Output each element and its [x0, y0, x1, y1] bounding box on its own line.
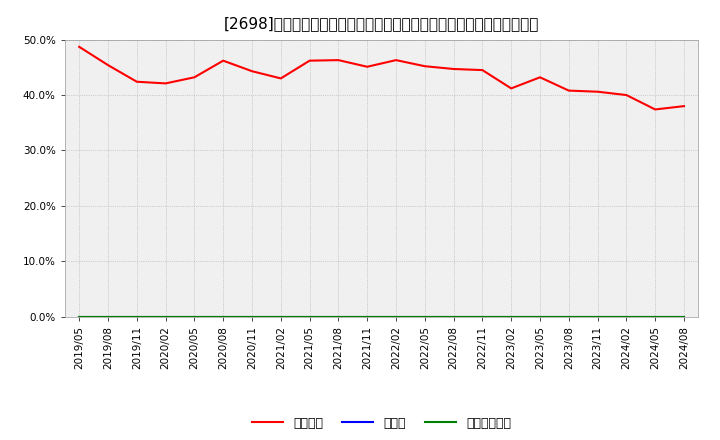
自己資本	[392, 58, 400, 63]
のれん	[104, 314, 112, 319]
繰延税金資産	[276, 314, 285, 319]
繰延税金資産	[161, 314, 170, 319]
のれん	[680, 314, 688, 319]
繰延税金資産	[536, 314, 544, 319]
自己資本	[593, 89, 602, 94]
自己資本	[104, 62, 112, 68]
Legend: 自己資本, のれん, 繰延税金資産: 自己資本, のれん, 繰延税金資産	[247, 412, 516, 435]
のれん	[564, 314, 573, 319]
自己資本	[75, 44, 84, 49]
のれん	[190, 314, 199, 319]
自己資本	[190, 75, 199, 80]
自己資本	[363, 64, 372, 70]
自己資本	[680, 103, 688, 109]
自己資本	[507, 86, 516, 91]
自己資本	[219, 58, 228, 63]
繰延税金資産	[622, 314, 631, 319]
のれん	[478, 314, 487, 319]
のれん	[392, 314, 400, 319]
自己資本	[478, 67, 487, 73]
のれん	[449, 314, 458, 319]
繰延税金資産	[680, 314, 688, 319]
自己資本	[622, 92, 631, 98]
繰延税金資産	[305, 314, 314, 319]
繰延税金資産	[219, 314, 228, 319]
自己資本	[132, 79, 141, 84]
のれん	[219, 314, 228, 319]
繰延税金資産	[651, 314, 660, 319]
繰延税金資産	[248, 314, 256, 319]
のれん	[161, 314, 170, 319]
繰延税金資産	[564, 314, 573, 319]
自己資本	[161, 81, 170, 86]
のれん	[593, 314, 602, 319]
のれん	[363, 314, 372, 319]
繰延税金資産	[593, 314, 602, 319]
繰延税金資産	[363, 314, 372, 319]
繰延税金資産	[190, 314, 199, 319]
自己資本	[536, 75, 544, 80]
自己資本	[305, 58, 314, 63]
のれん	[651, 314, 660, 319]
繰延税金資産	[507, 314, 516, 319]
のれん	[622, 314, 631, 319]
Line: 自己資本: 自己資本	[79, 47, 684, 110]
のれん	[75, 314, 84, 319]
のれん	[507, 314, 516, 319]
のれん	[420, 314, 429, 319]
自己資本	[449, 66, 458, 72]
繰延税金資産	[75, 314, 84, 319]
繰延税金資産	[478, 314, 487, 319]
のれん	[305, 314, 314, 319]
繰延税金資産	[104, 314, 112, 319]
繰延税金資産	[420, 314, 429, 319]
のれん	[132, 314, 141, 319]
のれん	[334, 314, 343, 319]
自己資本	[651, 107, 660, 112]
繰延税金資産	[334, 314, 343, 319]
自己資本	[334, 58, 343, 63]
繰延税金資産	[132, 314, 141, 319]
Title: [2698]　自己資本、のれん、繰延税金資産の総資産に対する比率の推移: [2698] 自己資本、のれん、繰延税金資産の総資産に対する比率の推移	[224, 16, 539, 32]
自己資本	[248, 69, 256, 74]
繰延税金資産	[449, 314, 458, 319]
のれん	[536, 314, 544, 319]
繰延税金資産	[392, 314, 400, 319]
のれん	[248, 314, 256, 319]
のれん	[276, 314, 285, 319]
自己資本	[564, 88, 573, 93]
自己資本	[276, 76, 285, 81]
自己資本	[420, 63, 429, 69]
